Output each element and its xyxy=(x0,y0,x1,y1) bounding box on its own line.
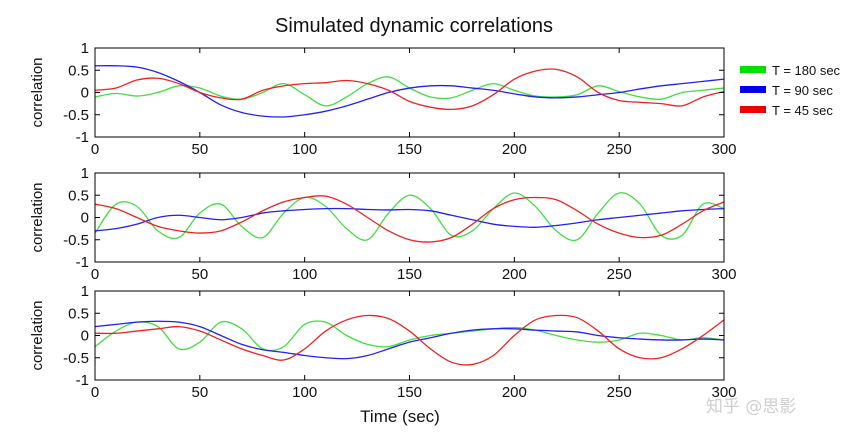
x-tick-label: 200 xyxy=(502,266,527,283)
x-tick-label: 50 xyxy=(191,266,208,283)
series-line-panel1-3 xyxy=(95,68,724,111)
legend-label-2: T = 90 sec xyxy=(772,83,833,98)
y-tick-label: 0 xyxy=(81,85,89,102)
y-axis-label: correlation xyxy=(29,57,46,127)
y-tick-label: -1 xyxy=(76,129,89,146)
x-tick-label: 250 xyxy=(607,384,632,401)
x-tick-label: 250 xyxy=(607,141,632,158)
legend-label-3: T = 45 sec xyxy=(772,103,833,118)
series-group xyxy=(95,192,724,243)
series-line-panel1-2 xyxy=(95,65,724,118)
series-line-panel2-3 xyxy=(95,195,724,243)
y-tick-label: 0.5 xyxy=(68,305,89,322)
x-tick-label: 200 xyxy=(502,384,527,401)
y-tick-label: -1 xyxy=(76,372,89,389)
panels-group: 0 50 100 150 200 250 300-1-0.500.51correlation… xyxy=(29,40,737,401)
x-tick-label: 0 xyxy=(91,266,99,283)
axes-frame xyxy=(94,47,725,138)
series-group xyxy=(95,314,724,366)
x-tick-label: 300 xyxy=(711,266,736,283)
y-tick-label: 1 xyxy=(81,283,89,300)
y-tick-label: 0.5 xyxy=(68,62,89,79)
y-tick-label: 0 xyxy=(81,210,89,227)
legend-label-1: T = 180 sec xyxy=(772,63,841,78)
series-line-panel3-2 xyxy=(95,320,724,360)
series-line-panel3-3 xyxy=(95,314,724,366)
x-tick-label: 150 xyxy=(397,141,422,158)
x-tick-label: 150 xyxy=(397,266,422,283)
x-tick-label: 150 xyxy=(397,384,422,401)
series-line-panel3-1 xyxy=(95,320,724,352)
y-tick-label: -0.5 xyxy=(63,350,89,367)
x-tick-label: 300 xyxy=(711,384,736,401)
y-tick-label: -0.5 xyxy=(63,107,89,124)
y-tick-label: 1 xyxy=(81,165,89,182)
x-tick-label: 0 xyxy=(91,384,99,401)
watermark-text: 知乎 @思影 xyxy=(706,397,797,417)
y-tick-label: 0 xyxy=(81,328,89,345)
series-group xyxy=(95,65,724,118)
x-tick-label: 100 xyxy=(292,141,317,158)
y-tick-label: 0.5 xyxy=(68,187,89,204)
x-axis-label: Time (sec) xyxy=(360,407,440,426)
chart-title: Simulated dynamic correlations xyxy=(275,15,553,37)
legend-swatch-1 xyxy=(740,66,766,73)
x-tick-label: 100 xyxy=(292,384,317,401)
legend: T = 180 sec T = 90 sec T = 45 sec xyxy=(740,63,841,118)
legend-swatch-3 xyxy=(740,106,766,113)
x-tick-label: 100 xyxy=(292,266,317,283)
x-tick-label: 250 xyxy=(607,266,632,283)
legend-swatch-2 xyxy=(740,86,766,93)
y-axis-label: correlation xyxy=(29,300,46,370)
x-tick-label: 50 xyxy=(191,141,208,158)
y-tick-label: -1 xyxy=(76,254,89,271)
axes-frame xyxy=(94,172,725,263)
y-axis-label: correlation xyxy=(29,182,46,252)
x-tick-label: 0 xyxy=(91,141,99,158)
series-line-panel2-2 xyxy=(95,207,724,232)
x-tick-label: 300 xyxy=(711,141,736,158)
y-tick-label: -0.5 xyxy=(63,232,89,249)
y-tick-label: 1 xyxy=(81,40,89,57)
axes-frame xyxy=(94,290,725,381)
x-tick-label: 200 xyxy=(502,141,527,158)
x-tick-label: 50 xyxy=(191,384,208,401)
series-line-panel2-1 xyxy=(95,192,724,242)
